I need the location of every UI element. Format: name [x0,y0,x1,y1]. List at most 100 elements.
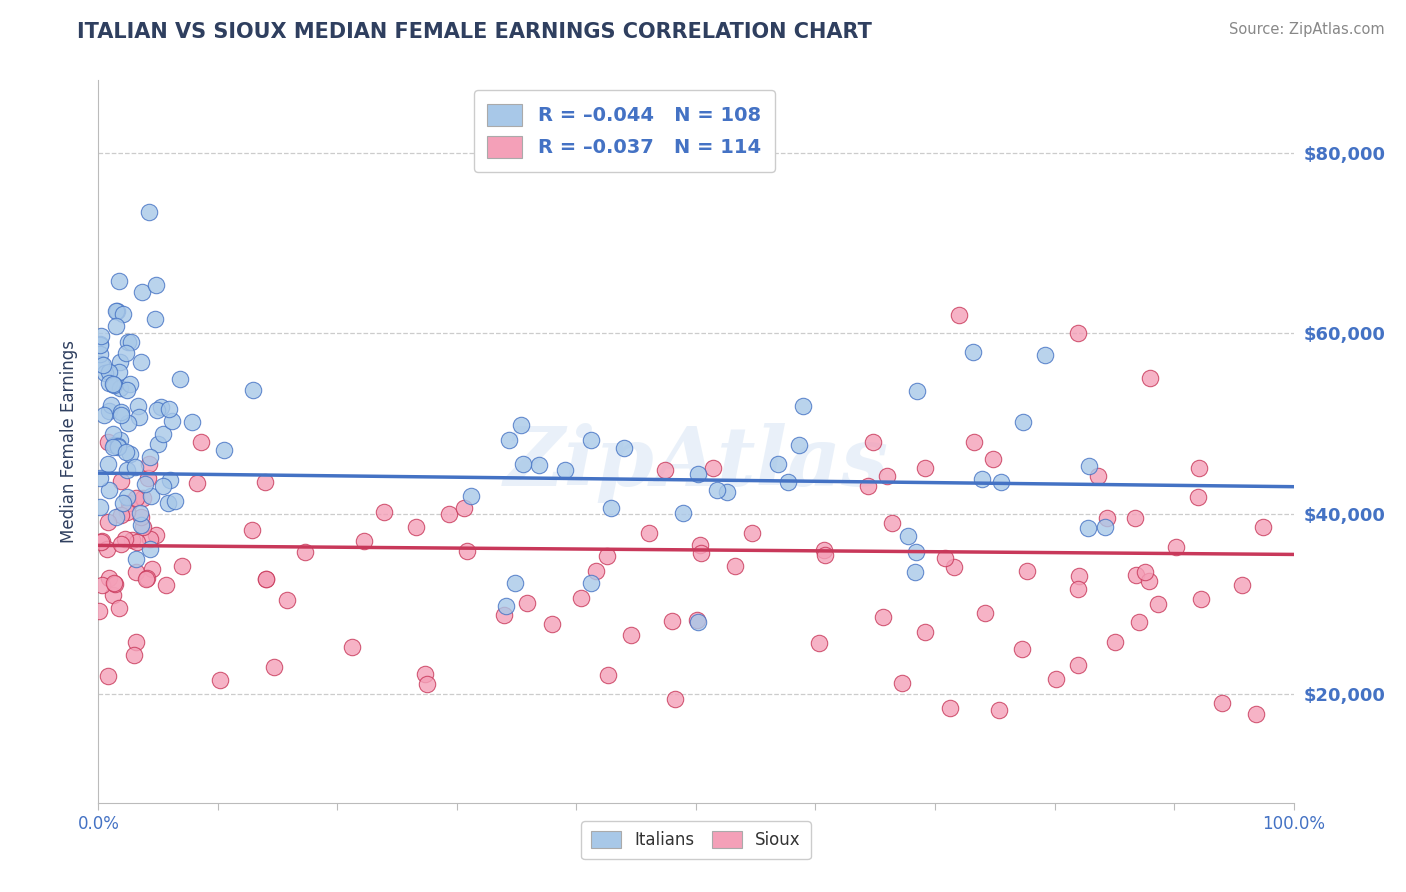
Point [103,438,125,452]
Point [212,442,235,457]
Text: ITALIAN VS SIOUX MEDIAN FEMALE EARNINGS CORRELATION CHART: ITALIAN VS SIOUX MEDIAN FEMALE EARNINGS … [77,22,872,42]
Point [159,473,181,487]
Point [1094,520,1116,534]
Point [155,578,177,592]
Point [91,577,114,591]
Point [939,700,962,714]
Point [136,471,159,485]
Point [914,461,936,475]
Point [498,433,520,447]
Point [125,552,148,566]
Point [152,479,174,493]
Point [97,571,120,585]
Point [125,565,148,579]
Point [905,384,928,398]
Point [596,667,619,681]
Point [1187,490,1209,504]
Point [1045,672,1067,686]
Point [107,365,129,379]
Point [103,377,125,392]
Point [125,535,148,549]
Point [948,308,970,322]
Point [127,399,149,413]
Point [90,329,112,343]
Point [129,355,152,369]
Point [527,458,550,472]
Point [413,666,436,681]
Point [150,401,173,415]
Point [89,337,111,351]
Point [716,484,738,499]
Point [190,434,212,449]
Point [132,520,155,534]
Point [814,548,837,562]
Point [510,418,533,433]
Point [131,518,153,533]
Point [453,501,475,516]
Point [103,440,125,454]
Point [110,474,132,488]
Point [1135,565,1157,579]
Point [139,489,162,503]
Point [118,377,141,392]
Point [131,285,153,299]
Point [254,572,277,586]
Point [112,307,135,321]
Point [105,304,128,318]
Point [792,399,814,413]
Point [105,319,128,334]
Point [138,204,160,219]
Point [115,445,138,459]
Point [494,607,516,622]
Point [1251,519,1274,533]
Point [661,614,683,628]
Point [437,507,460,521]
Point [599,501,621,516]
Point [97,515,120,529]
Point [134,477,156,491]
Point [1011,641,1033,656]
Point [689,546,711,560]
Point [638,526,661,541]
Point [990,475,1012,490]
Point [613,441,636,455]
Point [872,610,894,624]
Point [415,676,437,690]
Point [1146,597,1168,611]
Point [353,534,375,549]
Point [129,510,152,524]
Point [706,483,728,497]
Point [114,346,136,360]
Point [103,576,125,591]
Point [686,613,709,627]
Point [373,506,395,520]
Point [157,402,180,417]
Point [807,635,830,649]
Point [110,537,132,551]
Point [117,416,139,430]
Point [132,491,155,505]
Point [405,520,427,534]
Point [108,433,131,447]
Point [87,604,110,618]
Point [724,558,747,573]
Point [276,593,298,607]
Point [890,676,912,690]
Point [115,463,138,477]
Point [1139,371,1161,385]
Point [1012,415,1035,429]
Point [165,494,187,508]
Point [876,469,898,483]
Text: Source: ZipAtlas.com: Source: ZipAtlas.com [1229,22,1385,37]
Point [157,496,180,510]
Point [1077,458,1099,473]
Point [689,538,711,552]
Point [160,413,183,427]
Point [107,440,129,454]
Point [460,489,482,503]
Point [141,562,163,576]
Point [108,355,131,369]
Point [963,434,986,449]
Point [146,403,169,417]
Point [981,452,1004,467]
